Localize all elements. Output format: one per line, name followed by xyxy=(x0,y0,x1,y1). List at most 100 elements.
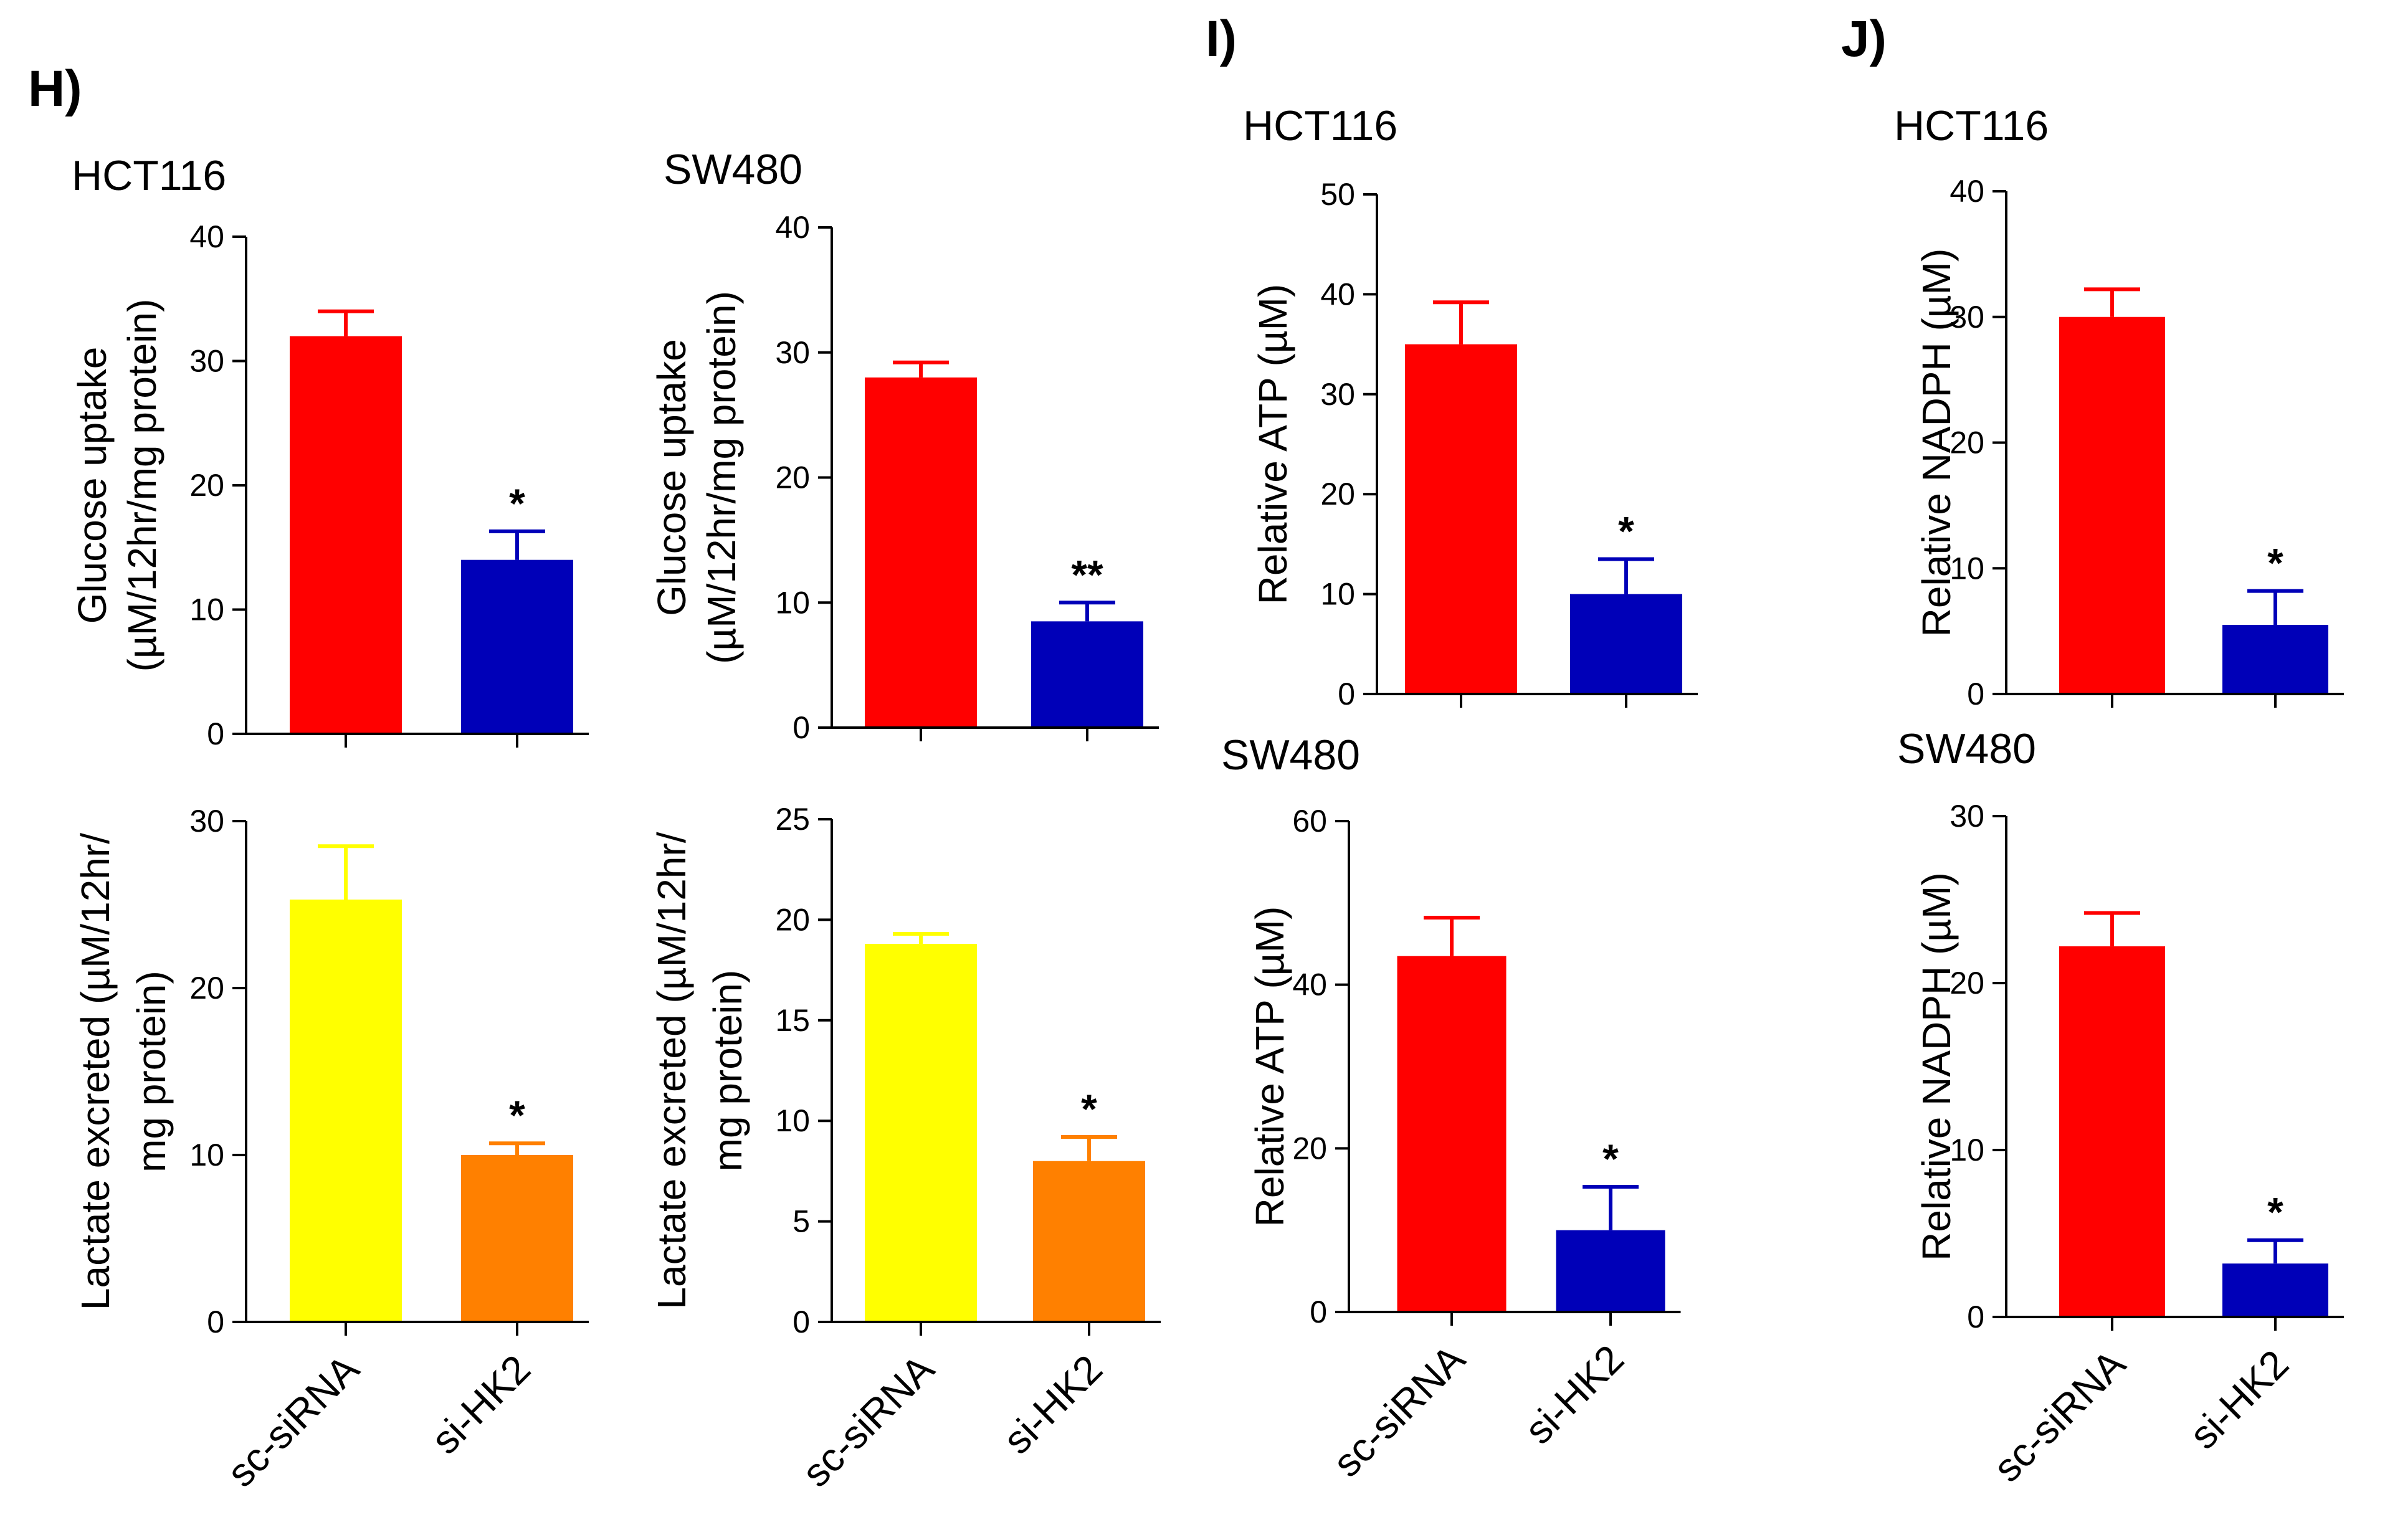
chart-j-nadph-sw480: SW480 * 0 10 20 30 Relative NADPH (µM) sc-siRNA… xyxy=(1897,725,2344,1490)
y-tick-label: 0 xyxy=(1338,677,1355,711)
y-tick-label: 0 xyxy=(1310,1295,1327,1329)
y-tick-label: 30 xyxy=(1950,799,1984,834)
y-tick-label: 20 xyxy=(775,460,810,495)
y-axis-label: mg protein) xyxy=(705,970,750,1172)
y-tick-label: 30 xyxy=(189,804,224,839)
bar-sc-siRNA xyxy=(2059,946,2165,1317)
chart-h-glucose-hct116: HCT116 * 0 10 20 30 40 Glucose uptake (µM/12hr/m… xyxy=(70,152,589,751)
y-tick-label: 30 xyxy=(189,344,224,379)
significance-marker: * xyxy=(1602,1136,1619,1182)
y-tick-label: 5 xyxy=(793,1204,810,1239)
panel-label-i: I) xyxy=(1206,11,1237,67)
chart-h-glucose-sw480: SW480 ** 0 10 20 30 40 Glucose uptake (µM/12hr/m… xyxy=(649,146,1159,745)
y-axis-label: Relative ATP (µM) xyxy=(1247,906,1292,1227)
y-axis-label: (µM/12hr/mg protein) xyxy=(699,291,744,664)
bar-sc-siRNA xyxy=(1405,344,1517,694)
chart-i-atp-hct116: HCT116 * 0 10 20 30 40 50 Relative ATP (µM) xyxy=(1243,102,1698,711)
y-tick-label: 0 xyxy=(207,1305,224,1339)
y-tick-label: 20 xyxy=(189,971,224,1005)
chart-title: SW480 xyxy=(1897,725,2036,772)
y-tick-label: 0 xyxy=(793,1305,810,1339)
y-tick-label: 10 xyxy=(1950,551,1984,586)
x-category-label: sc-siRNA xyxy=(218,1346,368,1496)
panel-label-j: J) xyxy=(1841,11,1887,67)
chart-title: SW480 xyxy=(664,146,802,193)
y-tick-label: 15 xyxy=(775,1003,810,1038)
x-category-label: si-HK2 xyxy=(2181,1341,2297,1458)
significance-marker: * xyxy=(1081,1086,1097,1132)
panel-label-h: H) xyxy=(28,60,82,117)
chart-title: HCT116 xyxy=(1894,102,2049,150)
y-tick-label: 10 xyxy=(189,592,224,627)
chart-title: HCT116 xyxy=(72,152,226,199)
bar-si-HK2 xyxy=(461,559,573,734)
bar-si-HK2 xyxy=(1033,1161,1145,1322)
bar-si-HK2 xyxy=(1556,1230,1665,1312)
bar-sc-siRNA xyxy=(865,377,977,728)
y-tick-label: 30 xyxy=(1320,377,1355,412)
y-axis-label: Glucose uptake xyxy=(70,347,115,624)
y-tick-label: 10 xyxy=(1320,577,1355,612)
y-tick-label: 40 xyxy=(1292,967,1327,1002)
bar-si-HK2 xyxy=(2222,625,2328,694)
y-axis-label: Glucose uptake xyxy=(649,339,694,616)
y-tick-label: 20 xyxy=(1320,477,1355,511)
y-tick-label: 10 xyxy=(189,1138,224,1172)
y-tick-label: 40 xyxy=(1320,277,1355,311)
y-tick-label: 0 xyxy=(793,710,810,745)
bar-si-HK2 xyxy=(2222,1263,2328,1317)
y-tick-label: 10 xyxy=(775,1103,810,1138)
y-tick-label: 25 xyxy=(775,802,810,837)
chart-h-lactate-sw480: * 0 5 10 15 20 25 Lactate excreted (µM/12hr/mg … xyxy=(649,802,1161,1495)
y-tick-label: 20 xyxy=(1950,966,1984,1001)
x-category-label: sc-siRNA xyxy=(1984,1341,2134,1491)
chart-title: HCT116 xyxy=(1243,102,1397,150)
bar-sc-siRNA xyxy=(1397,956,1507,1312)
significance-marker: * xyxy=(2267,540,2283,586)
y-axis-label: Lactate excreted (µM/12hr/ xyxy=(73,833,118,1310)
bar-sc-siRNA xyxy=(865,944,977,1322)
y-axis-label: Lactate excreted (µM/12hr/ xyxy=(649,832,694,1309)
x-category-label: si-HK2 xyxy=(1516,1336,1632,1453)
y-tick-label: 40 xyxy=(189,219,224,254)
significance-marker: ** xyxy=(1071,551,1103,597)
significance-marker: * xyxy=(509,480,525,526)
bar-si-HK2 xyxy=(461,1155,573,1322)
chart-h-lactate-hct116: * 0 10 20 30 Lactate excreted (µM/12hr/mg pro… xyxy=(73,804,589,1495)
chart-title: SW480 xyxy=(1221,731,1360,779)
significance-marker: * xyxy=(509,1092,525,1138)
y-tick-label: 20 xyxy=(189,468,224,503)
x-category-label: sc-siRNA xyxy=(1324,1336,1474,1486)
y-tick-label: 30 xyxy=(1950,300,1984,335)
y-tick-label: 0 xyxy=(207,716,224,751)
y-tick-label: 20 xyxy=(1950,425,1984,460)
y-tick-label: 20 xyxy=(1292,1131,1327,1166)
significance-marker: * xyxy=(1618,508,1634,554)
y-tick-label: 10 xyxy=(1950,1133,1984,1167)
y-axis-label: (µM/12hr/mg protein) xyxy=(120,299,164,672)
x-category-label: si-HK2 xyxy=(994,1346,1111,1463)
y-tick-label: 40 xyxy=(775,210,810,245)
x-category-label: si-HK2 xyxy=(422,1346,539,1463)
y-axis-label: Relative NADPH (µM) xyxy=(1914,872,1959,1261)
y-axis-label: Relative NADPH (µM) xyxy=(1914,249,1959,637)
bar-si-HK2 xyxy=(1570,594,1682,694)
chart-j-nadph-hct116: HCT116 * 0 10 20 30 40 Relative NADPH (µM) xyxy=(1894,102,2344,711)
y-axis-label: mg protein) xyxy=(129,971,174,1172)
significance-marker: * xyxy=(2267,1189,2283,1235)
bar-sc-siRNA xyxy=(290,899,402,1322)
y-tick-label: 20 xyxy=(775,902,810,937)
bar-si-HK2 xyxy=(1031,621,1143,728)
x-category-label: sc-siRNA xyxy=(793,1346,943,1496)
y-axis-label: Relative ATP (µM) xyxy=(1250,284,1295,605)
y-tick-label: 40 xyxy=(1950,174,1984,209)
y-tick-label: 0 xyxy=(1967,1300,1984,1334)
bar-sc-siRNA xyxy=(2059,316,2165,694)
y-tick-label: 10 xyxy=(775,585,810,620)
chart-i-atp-sw480: SW480 * 0 20 40 60 Relative ATP (µM) sc-siRNA si… xyxy=(1221,731,1681,1485)
y-tick-label: 60 xyxy=(1292,804,1327,839)
bar-sc-siRNA xyxy=(290,336,402,734)
y-tick-label: 0 xyxy=(1967,677,1984,711)
